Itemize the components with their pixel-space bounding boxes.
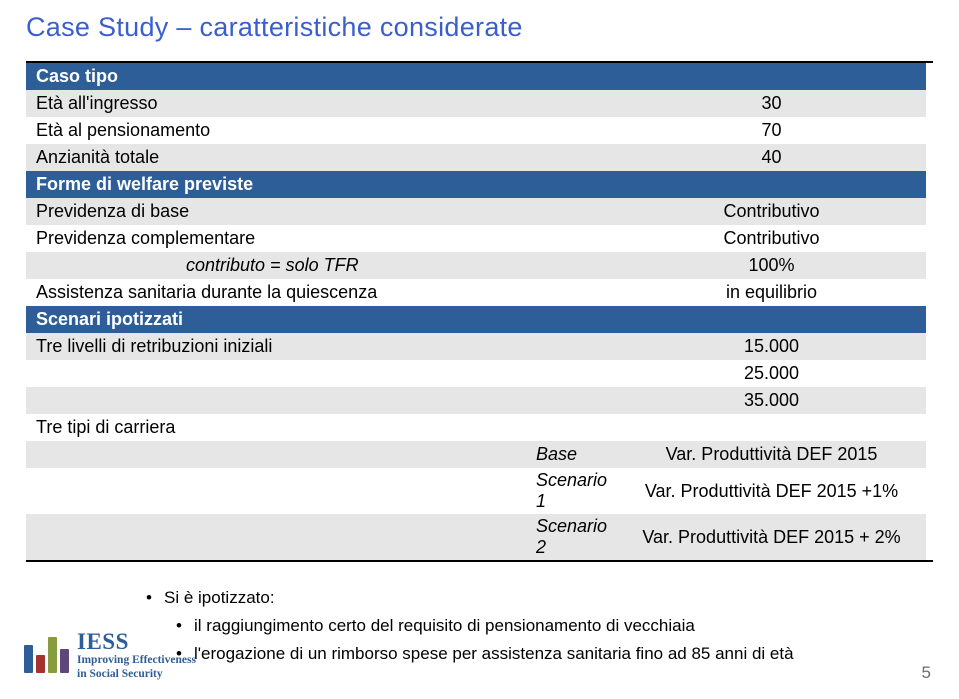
row-base-value: Var. Produttività DEF 2015 — [617, 441, 926, 468]
header-blank3 — [617, 306, 926, 333]
logo-bar — [48, 637, 57, 673]
row-scenario1-label: Scenario 1 — [26, 468, 617, 514]
row-scenario1-value: Var. Produttività DEF 2015 +1% — [617, 468, 926, 514]
bullet-icon: • — [146, 588, 164, 608]
iess-logo: IESS Improving Effectiveness in Social S… — [24, 630, 196, 681]
row-eta-pens-label: Età al pensionamento — [26, 117, 617, 144]
row-prev-comp-label: Previdenza complementare — [26, 225, 617, 252]
row-livelli-label: Tre livelli di retribuzioni iniziali — [26, 333, 617, 360]
header-scenari: Scenari ipotizzati — [26, 306, 617, 333]
row-livelli-v1: 15.000 — [617, 333, 926, 360]
header-forme-welfare: Forme di welfare previste — [26, 171, 617, 198]
row-eta-pens-value: 70 — [617, 117, 926, 144]
row-eta-ingresso-label: Età all'ingresso — [26, 90, 617, 117]
row-scenario2-value: Var. Produttività DEF 2015 + 2% — [617, 514, 926, 560]
row-prev-comp-value: Contributivo — [617, 225, 926, 252]
case-study-table: Caso tipo Età all'ingresso30 Età al pens… — [26, 61, 933, 562]
row-anzianita-value: 40 — [617, 144, 926, 171]
row-carriera-label: Tre tipi di carriera — [26, 414, 617, 441]
page-number: 5 — [922, 663, 931, 683]
row-assistenza-value: in equilibrio — [617, 279, 926, 306]
row-livelli-v3: 35.000 — [617, 387, 926, 414]
row-prev-base-value: Contributivo — [617, 198, 926, 225]
logo-subtitle-1: Improving Effectiveness — [77, 654, 196, 667]
logo-bar — [36, 655, 45, 673]
row-eta-ingresso-value: 30 — [617, 90, 926, 117]
logo-bars-icon — [24, 637, 69, 673]
logo-subtitle-2: in Social Security — [77, 668, 196, 681]
bullet-text-2: il raggiungimento certo del requisito di… — [194, 616, 695, 636]
row-blank3 — [617, 414, 926, 441]
logo-bar — [24, 645, 33, 673]
row-contributo-label: contributo = solo TFR — [26, 252, 617, 279]
row-contributo-value: 100% — [617, 252, 926, 279]
row-base-label: Base — [26, 441, 617, 468]
header-caso-tipo: Caso tipo — [26, 63, 617, 90]
row-blank2 — [26, 387, 617, 414]
row-scenario2-label: Scenario 2 — [26, 514, 617, 560]
bullet-text-3: l'erogazione di un rimborso spese per as… — [194, 644, 794, 664]
row-assistenza-label: Assistenza sanitaria durante la quiescen… — [26, 279, 617, 306]
header-blank2 — [617, 171, 926, 198]
notes-list: •Si è ipotizzato: •il raggiungimento cer… — [146, 588, 933, 664]
page-title: Case Study – caratteristiche considerate — [26, 12, 933, 43]
row-anzianita-label: Anzianità totale — [26, 144, 617, 171]
row-blank — [26, 360, 617, 387]
header-blank — [617, 63, 926, 90]
row-prev-base-label: Previdenza di base — [26, 198, 617, 225]
logo-title: IESS — [77, 630, 196, 653]
logo-bar — [60, 649, 69, 673]
row-livelli-v2: 25.000 — [617, 360, 926, 387]
bullet-text-1: Si è ipotizzato: — [164, 588, 275, 608]
